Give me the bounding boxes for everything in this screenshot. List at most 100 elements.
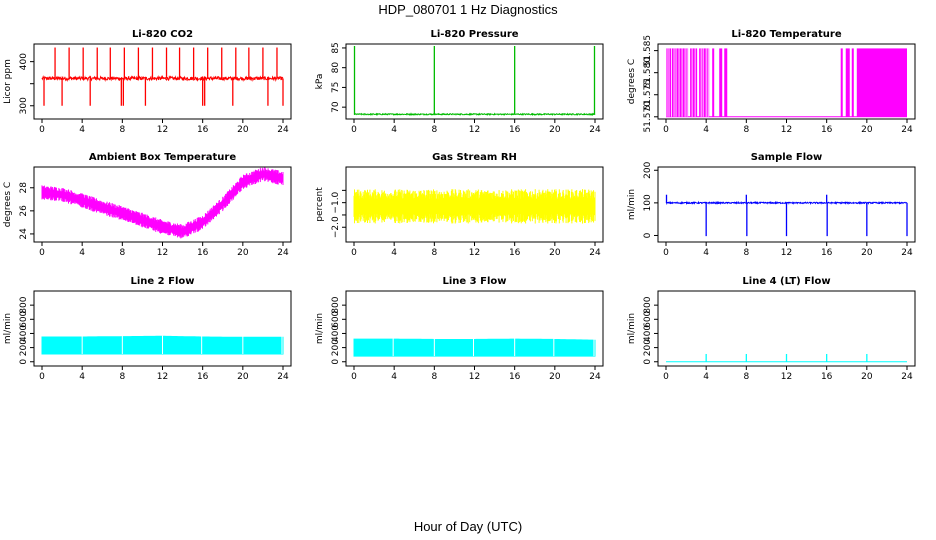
- x-tick-label: 16: [509, 372, 521, 382]
- y-tick-label: 800: [643, 296, 653, 313]
- panel-temperature: Li-820 Temperature degrees C 0 4 8 12 16 20 24 51…: [627, 29, 916, 135]
- panel-title: Sample Flow: [751, 152, 823, 163]
- panel-title: Line 4 (LT) Flow: [742, 276, 830, 287]
- x-tick-label: 20: [237, 248, 249, 258]
- figure-xlabel: Hour of Day (UTC): [414, 519, 522, 534]
- panel-title: Line 2 Flow: [131, 276, 195, 287]
- series-sample: [665, 194, 908, 237]
- y-tick-label: 800: [19, 296, 29, 313]
- x-tick-label: 16: [197, 248, 209, 258]
- y-axis-label: ml/min: [3, 313, 13, 344]
- panel-line3: Line 3 Flow ml/min 0 4 8 12 16 20 24 0 20040060080…: [315, 276, 604, 382]
- series-block: [856, 48, 907, 117]
- series-block: [690, 48, 698, 117]
- x-tick-label: 24: [589, 372, 601, 382]
- y-axis-label: ml/min: [315, 313, 325, 344]
- y-tick-label: 80: [331, 62, 341, 74]
- x-tick-label: 8: [119, 248, 125, 258]
- panel-line4: Line 4 (LT) Flow ml/min 0 4 8 12 16 20 24 0 200400…: [627, 276, 916, 382]
- x-tick-label: 4: [79, 125, 85, 135]
- panel-ambient: Ambient Box Temperature degrees C 0 4 8 12 16 2…: [3, 152, 292, 258]
- y-tick-label: 51.575: [643, 79, 653, 111]
- x-tick-label: 0: [351, 125, 357, 135]
- series-block: [840, 48, 843, 117]
- x-tick-label: 12: [157, 372, 168, 382]
- x-tick-label: 20: [861, 248, 873, 258]
- panel-frame: [33, 43, 292, 120]
- x-tick-label: 16: [821, 372, 833, 382]
- y-tick-label: 600: [331, 310, 341, 327]
- panel-pressure: Li-820 Pressure kPa 0 4 8 12 16 20 24 70 75 80 85: [315, 29, 604, 135]
- y-axis-label: degrees C: [627, 59, 637, 104]
- series-pressure: [353, 45, 596, 117]
- x-tick-label: 0: [39, 125, 45, 135]
- x-tick-label: 0: [663, 372, 669, 382]
- panel-title: Li-820 Temperature: [731, 29, 841, 40]
- series-line2: [41, 335, 284, 355]
- figure-title: HDP_080701 1 Hz Diagnostics: [378, 2, 558, 17]
- x-tick-label: 4: [79, 372, 85, 382]
- panel-title: Li-820 CO2: [132, 29, 193, 40]
- y-tick-label: 200: [643, 339, 653, 356]
- x-tick-label: 12: [157, 125, 168, 135]
- y-tick-label: 28: [19, 182, 29, 194]
- series-co2: [41, 47, 284, 106]
- y-tick-label: 26: [19, 205, 29, 217]
- y-tick-label: 0: [331, 359, 341, 365]
- x-tick-label: 24: [277, 248, 289, 258]
- panel-frame: [345, 43, 604, 120]
- x-tick-label: 0: [351, 248, 357, 258]
- x-tick-label: 0: [663, 248, 669, 258]
- series-block: [699, 48, 710, 117]
- y-tick-label: 75: [331, 82, 341, 93]
- x-tick-label: 12: [781, 372, 792, 382]
- x-tick-label: 24: [277, 372, 289, 382]
- x-tick-label: 0: [39, 248, 45, 258]
- y-tick-label: 600: [643, 310, 653, 327]
- x-tick-label: 0: [351, 372, 357, 382]
- x-tick-label: 4: [703, 248, 709, 258]
- x-tick-label: 16: [197, 372, 209, 382]
- x-tick-label: 16: [509, 125, 521, 135]
- y-tick-label: 400: [19, 325, 29, 342]
- x-tick-label: 20: [549, 248, 561, 258]
- x-tick-label: 12: [781, 248, 792, 258]
- y-axis-label: ml/min: [627, 313, 637, 344]
- x-tick-label: 0: [39, 372, 45, 382]
- series-block: [724, 48, 728, 117]
- panel-title: Li-820 Pressure: [430, 29, 518, 40]
- x-tick-label: 8: [743, 125, 749, 135]
- x-tick-label: 8: [119, 372, 125, 382]
- panel-co2: Li-820 CO2 Licor ppm 0 4 8 12 16 20 24 300 400: [3, 29, 292, 135]
- y-tick-label: 51.580: [643, 57, 653, 89]
- x-tick-label: 24: [589, 125, 601, 135]
- x-tick-label: 24: [277, 125, 289, 135]
- x-tick-label: 8: [743, 372, 749, 382]
- x-tick-label: 16: [821, 248, 833, 258]
- x-tick-label: 8: [743, 248, 749, 258]
- y-axis-label: degrees C: [3, 182, 13, 227]
- y-tick-label: 600: [19, 310, 29, 327]
- x-tick-label: 24: [901, 125, 913, 135]
- x-tick-label: 20: [549, 125, 561, 135]
- x-tick-label: 0: [663, 125, 669, 135]
- x-tick-label: 4: [79, 248, 85, 258]
- y-tick-label: 400: [19, 53, 29, 70]
- panel-frame: [33, 290, 292, 367]
- series-block: [719, 48, 723, 117]
- x-tick-label: 8: [431, 248, 437, 258]
- y-tick-label: 85: [331, 42, 341, 53]
- x-tick-label: 8: [431, 372, 437, 382]
- panel-rh: Gas Stream RH percent 0 4 8 12 16 20 24 −2.0 −1.0: [315, 152, 604, 258]
- y-axis-label: Licor ppm: [3, 59, 13, 104]
- series-block: [845, 48, 850, 117]
- x-tick-label: 4: [391, 125, 397, 135]
- x-tick-label: 12: [469, 125, 480, 135]
- x-tick-label: 20: [861, 372, 873, 382]
- y-tick-label: 70: [331, 101, 341, 113]
- x-tick-label: 20: [861, 125, 873, 135]
- y-tick-label: 200: [19, 339, 29, 356]
- series-block: [712, 48, 715, 117]
- y-axis-label: kPa: [315, 74, 325, 90]
